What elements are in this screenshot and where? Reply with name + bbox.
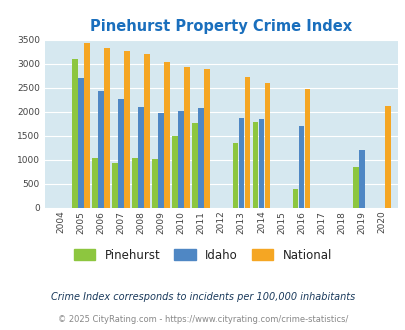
- Bar: [238, 118, 243, 208]
- Bar: [158, 113, 164, 208]
- Bar: [172, 136, 177, 208]
- Bar: [384, 107, 390, 208]
- Bar: [198, 108, 203, 208]
- Bar: [104, 48, 109, 208]
- Bar: [72, 59, 77, 208]
- Bar: [84, 44, 90, 208]
- Bar: [304, 89, 309, 208]
- Bar: [252, 122, 258, 208]
- Bar: [144, 53, 149, 208]
- Bar: [292, 189, 298, 208]
- Bar: [164, 62, 169, 208]
- Bar: [264, 83, 270, 208]
- Bar: [78, 78, 83, 208]
- Bar: [232, 144, 238, 208]
- Bar: [152, 159, 158, 208]
- Bar: [112, 163, 117, 208]
- Bar: [92, 158, 97, 208]
- Bar: [124, 51, 130, 208]
- Bar: [244, 77, 249, 208]
- Bar: [358, 150, 364, 208]
- Text: © 2025 CityRating.com - https://www.cityrating.com/crime-statistics/: © 2025 CityRating.com - https://www.city…: [58, 315, 347, 324]
- Bar: [298, 126, 304, 208]
- Bar: [258, 119, 264, 208]
- Bar: [138, 107, 143, 208]
- Bar: [192, 123, 198, 208]
- Bar: [98, 91, 103, 208]
- Legend: Pinehurst, Idaho, National: Pinehurst, Idaho, National: [69, 244, 336, 266]
- Title: Pinehurst Property Crime Index: Pinehurst Property Crime Index: [90, 19, 352, 34]
- Bar: [118, 99, 124, 208]
- Bar: [178, 111, 183, 208]
- Text: Crime Index corresponds to incidents per 100,000 inhabitants: Crime Index corresponds to incidents per…: [51, 292, 354, 302]
- Bar: [352, 167, 358, 208]
- Bar: [204, 69, 209, 208]
- Bar: [132, 158, 137, 208]
- Bar: [184, 67, 190, 208]
